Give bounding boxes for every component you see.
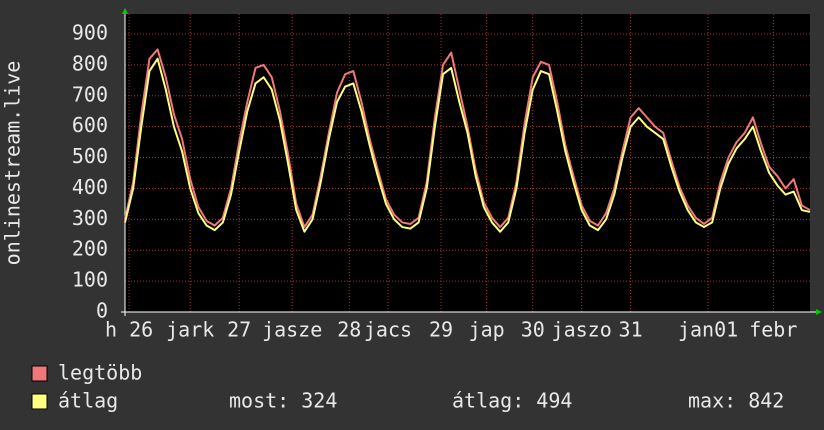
x-tick-label: jaszo <box>552 318 612 342</box>
series-line <box>124 48 811 229</box>
y-tick-label: 700 <box>72 82 108 106</box>
x-tick-label: febr <box>749 318 797 342</box>
x-tick-label: h 26 <box>105 318 153 342</box>
y-tick-label: 800 <box>72 51 108 75</box>
axis-arrow <box>816 309 822 315</box>
y-tick-label: 400 <box>72 175 108 199</box>
x-tick-label: 31 <box>619 318 643 342</box>
legend-stat: most: 324 <box>229 389 337 413</box>
y-tick-label: 500 <box>72 144 108 168</box>
y-tick-label: 0 <box>96 299 108 323</box>
x-tick-label: 29 <box>429 318 453 342</box>
y-tick-label: 900 <box>72 21 108 45</box>
y-axis-label: onlinestream.live <box>1 61 25 266</box>
series-line <box>124 57 811 233</box>
legend-label: átlag <box>58 389 118 413</box>
legend-stat: max: 842 <box>688 389 784 413</box>
x-tick-label: jark <box>166 318 214 342</box>
legend-label: legtöbb <box>58 361 142 385</box>
x-tick-label: 28 <box>337 318 361 342</box>
x-tick-label: jacs <box>364 318 412 342</box>
x-tick-label: jap <box>469 318 505 342</box>
axis-arrow <box>122 8 128 14</box>
legend-swatch <box>31 393 48 410</box>
y-tick-label: 100 <box>72 268 108 292</box>
y-tick-label: 300 <box>72 206 108 230</box>
y-tick-label: 600 <box>72 113 108 137</box>
x-tick-label: jasze <box>262 318 322 342</box>
legend-swatch <box>31 365 48 382</box>
x-tick-label: 27 <box>227 318 251 342</box>
legend-stat: átlag: 494 <box>452 389 572 413</box>
y-tick-label: 200 <box>72 237 108 261</box>
x-tick-label: 30 <box>521 318 545 342</box>
plot-area <box>125 14 810 312</box>
x-tick-label: jan01 <box>678 318 738 342</box>
